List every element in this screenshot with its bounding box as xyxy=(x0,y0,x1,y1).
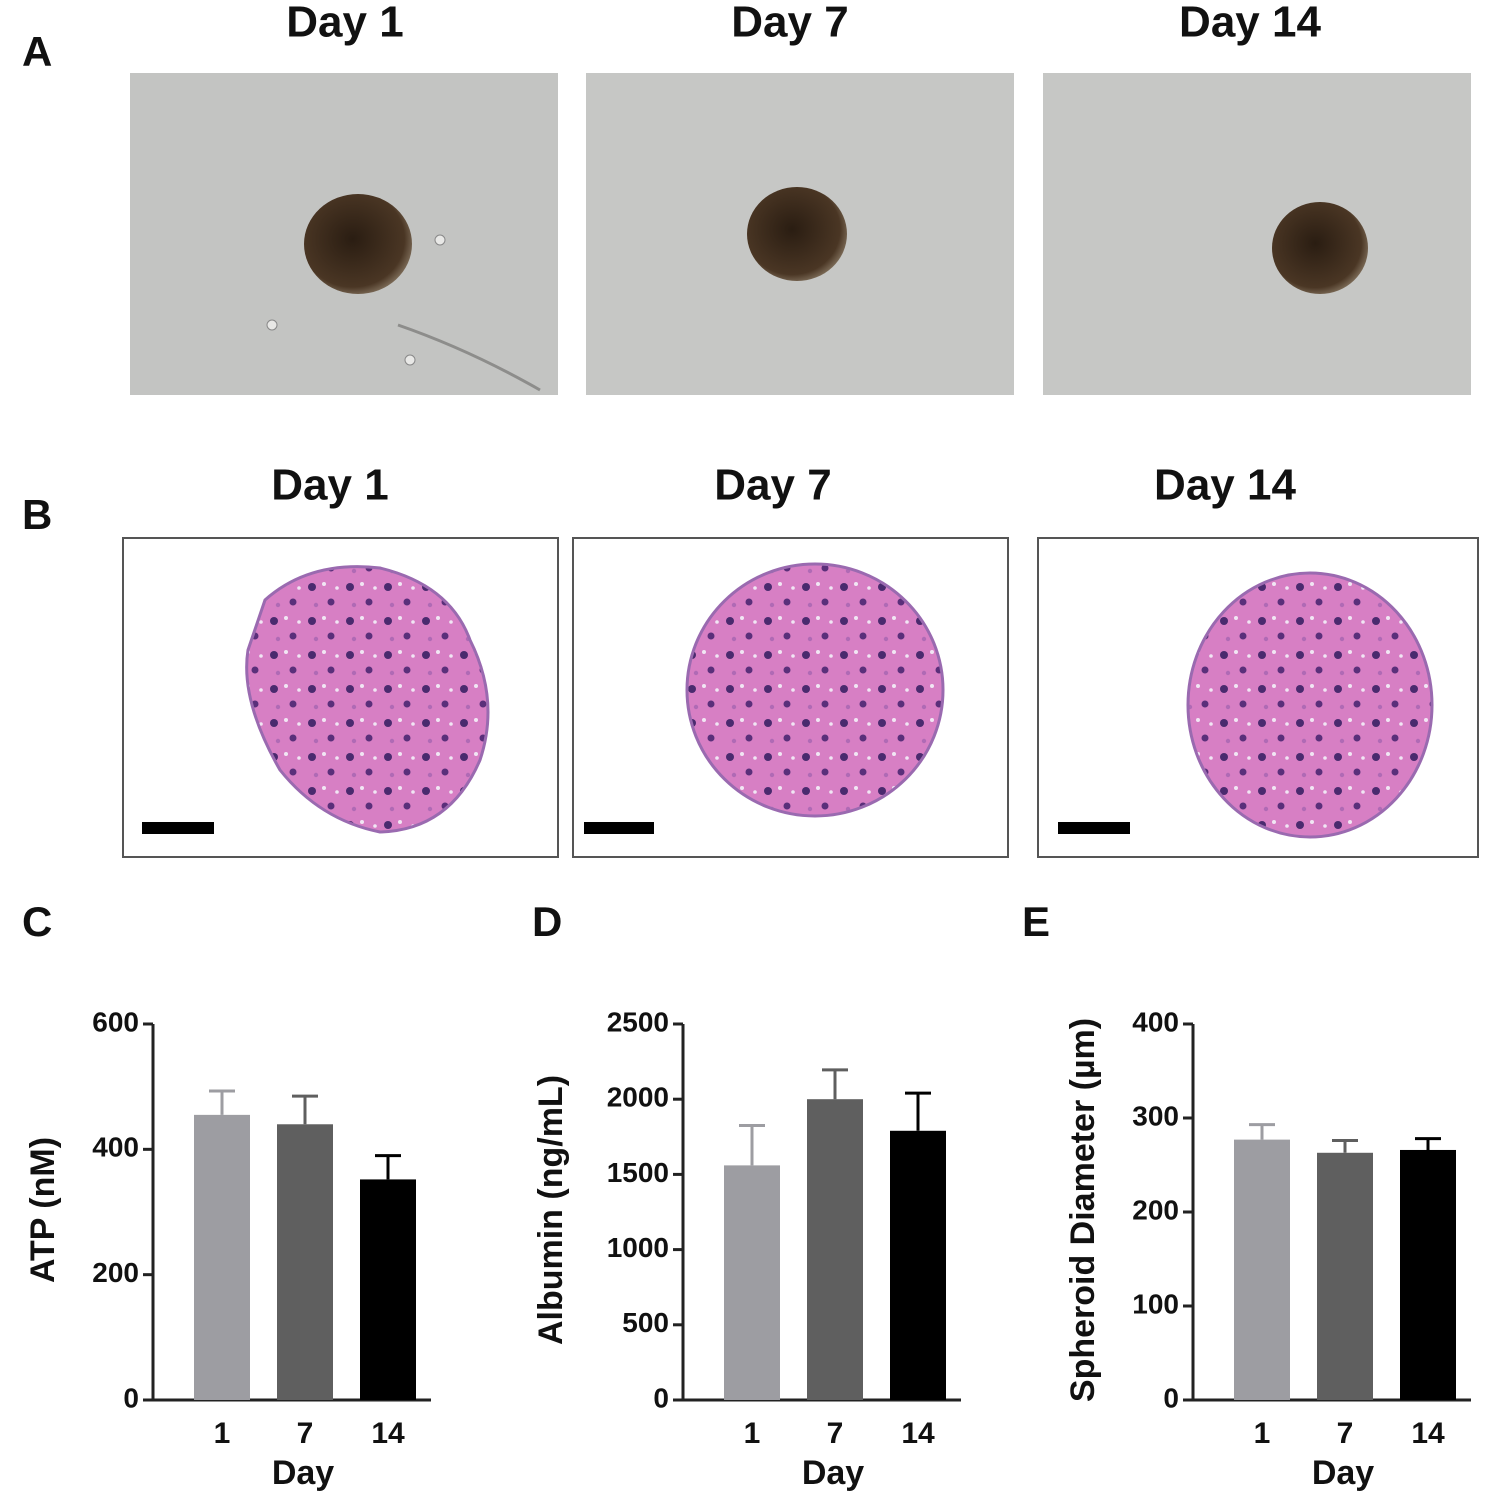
x-axis-label: Day xyxy=(1312,1454,1374,1492)
y-tick-label: 400 xyxy=(1132,1006,1179,1037)
y-tick-label: 2000 xyxy=(607,1082,669,1113)
y-tick-label: 600 xyxy=(92,1006,139,1037)
y-axis-label: ATP (nM) xyxy=(24,1137,62,1283)
y-tick-label: 300 xyxy=(1132,1100,1179,1131)
bar xyxy=(724,1165,780,1400)
y-tick-label: 0 xyxy=(1163,1382,1179,1413)
y-axis-label: Albumin (ng/mL) xyxy=(532,1075,570,1345)
y-tick-label: 1500 xyxy=(607,1157,669,1188)
panel-title: Day 7 xyxy=(714,461,831,510)
panel-label: C xyxy=(22,898,52,945)
error-bar xyxy=(292,1094,318,1125)
y-tick-label: 200 xyxy=(1132,1194,1179,1225)
error-bar xyxy=(1415,1137,1441,1150)
error-bar xyxy=(822,1068,848,1100)
error-bar xyxy=(209,1089,235,1115)
histology-image xyxy=(572,537,1009,858)
bar xyxy=(277,1124,333,1400)
error-bar xyxy=(739,1124,765,1166)
bar xyxy=(890,1130,946,1400)
panel-label: B xyxy=(22,491,52,538)
bar xyxy=(807,1099,863,1400)
bar xyxy=(1317,1152,1373,1400)
panel-title: Day 1 xyxy=(286,0,403,47)
x-tick-label: 1 xyxy=(744,1417,761,1450)
panel-title: Day 14 xyxy=(1154,461,1296,510)
bar xyxy=(1400,1149,1456,1400)
bar xyxy=(194,1114,250,1400)
bar xyxy=(1234,1139,1290,1400)
x-tick-label: 7 xyxy=(827,1417,844,1450)
panel-label: A xyxy=(22,28,52,75)
y-tick-label: 200 xyxy=(92,1257,139,1288)
x-tick-label: 7 xyxy=(297,1417,314,1450)
y-tick-label: 1000 xyxy=(607,1232,669,1263)
bar xyxy=(360,1179,416,1400)
panel-title: Day 7 xyxy=(731,0,848,47)
x-axis-label: Day xyxy=(272,1454,334,1492)
x-tick-label: 14 xyxy=(901,1417,935,1450)
x-tick-label: 7 xyxy=(1337,1417,1354,1450)
x-tick-label: 1 xyxy=(1254,1417,1271,1450)
micrograph xyxy=(130,73,558,395)
panel-title: Day 14 xyxy=(1179,0,1321,47)
panel-title: Day 1 xyxy=(271,461,388,510)
y-tick-label: 0 xyxy=(653,1382,669,1413)
error-bar xyxy=(375,1154,401,1180)
error-bar xyxy=(905,1091,931,1131)
panel-label: D xyxy=(532,898,562,945)
y-axis-label: Spheroid Diameter (µm) xyxy=(1064,1018,1102,1402)
x-tick-label: 14 xyxy=(1411,1417,1445,1450)
error-bar xyxy=(1249,1123,1275,1140)
x-tick-label: 1 xyxy=(214,1417,231,1450)
micrograph xyxy=(1043,73,1471,395)
y-tick-label: 400 xyxy=(92,1132,139,1163)
y-tick-label: 2500 xyxy=(607,1006,669,1037)
histology-image xyxy=(122,537,559,858)
x-tick-label: 14 xyxy=(371,1417,405,1450)
x-axis-label: Day xyxy=(802,1454,864,1492)
y-tick-label: 0 xyxy=(123,1382,139,1413)
y-tick-label: 100 xyxy=(1132,1288,1179,1319)
y-tick-label: 500 xyxy=(622,1307,669,1338)
panel-label: E xyxy=(1022,898,1050,945)
micrograph xyxy=(586,73,1014,395)
histology-image xyxy=(1037,537,1479,858)
error-bar xyxy=(1332,1139,1358,1153)
